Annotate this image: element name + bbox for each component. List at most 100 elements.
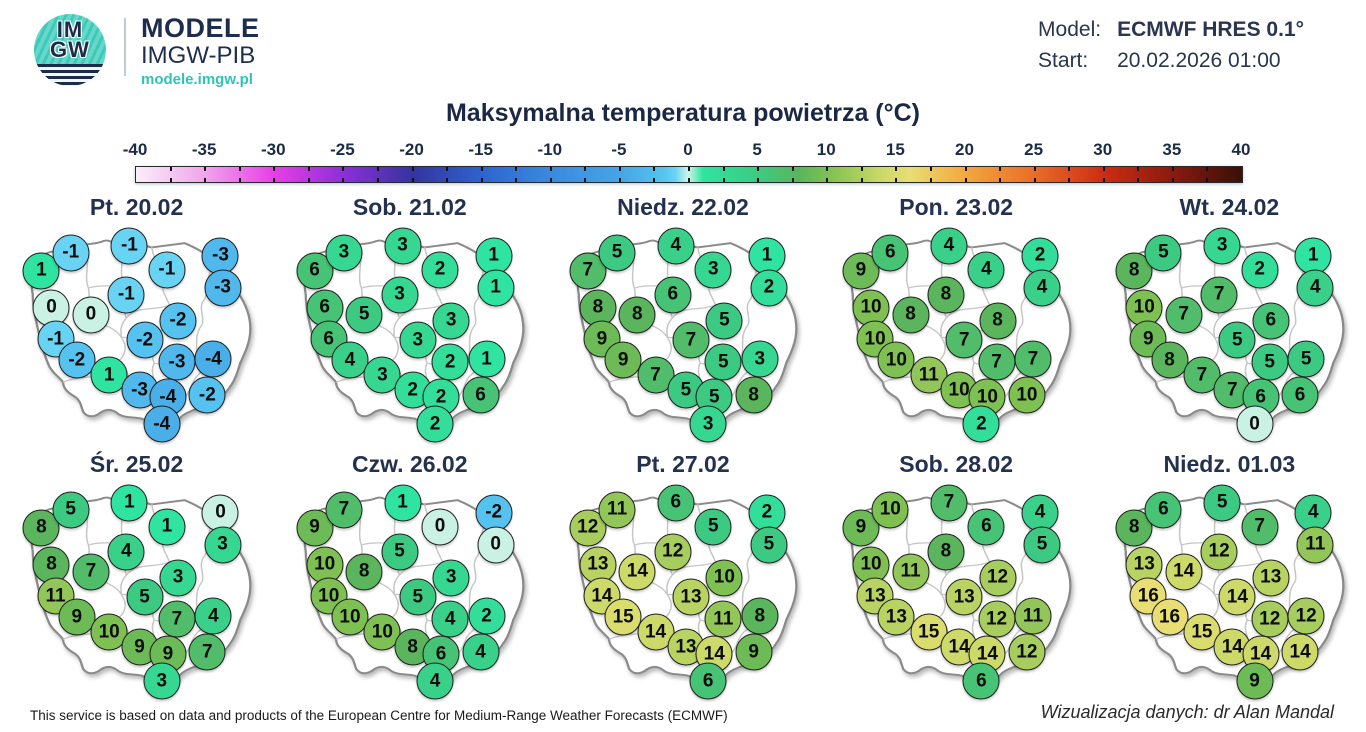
- brand-divider: [124, 18, 126, 76]
- temperature-value-koszalin: 6: [871, 234, 909, 272]
- temperature-value-lodz: 5: [399, 578, 437, 616]
- model-value: ECMWF HRES 0.1°: [1117, 18, 1304, 41]
- temperature-value-lublin: -4: [194, 340, 232, 378]
- colorbar-tick-mark: [342, 167, 345, 171]
- map-day-title: Niedz. 01.03: [1163, 451, 1296, 477]
- logo-text-top: IM: [56, 17, 84, 42]
- temperature-value-koszalin: 3: [325, 234, 363, 272]
- colorbar-tick-mark: [1137, 178, 1140, 182]
- colorbar-tick-mark: [618, 178, 621, 182]
- poland-map: 9 10 7 4 6 5 10 8 11 12 13 13 13 12 11 15 14 14 12 6: [830, 483, 1083, 700]
- temperature-value-gorzow: 8: [32, 546, 70, 584]
- model-info: Model: ECMWF HRES 0.1° Start: 20.02.2026…: [1038, 18, 1304, 73]
- colorbar-tick-mark: [1171, 167, 1174, 171]
- colorbar-tick-mark: [307, 167, 310, 171]
- colorbar-tick-mark: [342, 178, 345, 182]
- temperature-value-olsztyn: 2: [421, 251, 459, 289]
- brand-title: MODELE: [141, 13, 260, 43]
- temperature-value-wroclaw: 8: [1151, 341, 1189, 379]
- temperature-value-bialystok: 5: [750, 526, 788, 564]
- temperature-value-suwalki: 1: [748, 237, 786, 275]
- temperature-value-warszawa: 3: [159, 559, 197, 597]
- colorbar-tick-mark: [688, 178, 690, 182]
- temperature-value-zakopane: 2: [962, 405, 1000, 443]
- temperature-value-gorzow: 10: [852, 546, 890, 584]
- map-day-title: Pon. 23.02: [899, 194, 1014, 220]
- colorbar-tick-mark: [549, 178, 552, 182]
- temperature-value-bialystok: 4: [1023, 269, 1061, 307]
- temperature-value-koszalin: 5: [1144, 234, 1182, 272]
- temperature-value-poznan: 7: [72, 553, 110, 591]
- brand-url-link[interactable]: modele.imgw.pl: [141, 71, 253, 89]
- temperature-value-bydgoszcz: 3: [381, 276, 419, 314]
- colorbar-tick-mark: [860, 178, 863, 182]
- colorbar-tick-mark: [791, 178, 794, 182]
- map-day-title: Pt. 27.02: [636, 451, 730, 477]
- poland-map: 8 6 5 4 7 11 13 12 14 13 16 14 16 12 12 15 14 14 14 9: [1103, 483, 1356, 700]
- temperature-value-olsztyn: 1: [148, 508, 186, 546]
- temperature-value-lublin: 3: [741, 340, 779, 378]
- temperature-value-lodz: 3: [399, 321, 437, 359]
- temperature-value-lodz: 13: [945, 578, 983, 616]
- forecast-map-cell: Pon. 23.02: [820, 190, 1093, 447]
- colorbar-tick-mark: [204, 167, 207, 171]
- temperature-value-bialystok: 5: [1023, 526, 1061, 564]
- colorbar-tick-mark: [1137, 167, 1140, 171]
- colorbar-tick-mark: [1171, 178, 1174, 182]
- temperature-value-poznan: 5: [345, 296, 383, 334]
- start-value: 20.02.2026 01:00: [1117, 49, 1281, 72]
- temperature-value-lodz: 5: [1218, 321, 1256, 359]
- colorbar-tick-mark: [895, 167, 898, 171]
- temperature-value-katowice: 14: [1213, 628, 1251, 666]
- temperature-value-bialystok: 1: [477, 269, 515, 307]
- logo-water-stripes: [34, 64, 106, 86]
- temperature-value-poznan: 8: [345, 553, 383, 591]
- temperature-value-kielce: 5: [1251, 343, 1289, 381]
- temperature-value-gdansk: 7: [930, 484, 968, 522]
- colorbar-tick-mark: [446, 178, 449, 182]
- temperature-value-wroclaw: 10: [877, 341, 915, 379]
- temperature-value-olsztyn: 0: [421, 508, 459, 546]
- temperature-value-wroclaw: 16: [1151, 598, 1189, 636]
- colorbar-tick-label: 5: [752, 140, 762, 159]
- imgw-logo: IM GW: [28, 10, 114, 90]
- temperature-value-koszalin: 7: [325, 491, 363, 529]
- temperature-value-opole: 3: [363, 356, 401, 394]
- forecast-maps-grid: Pt. 20.02: [0, 190, 1366, 704]
- temperature-value-lodz: -2: [126, 321, 164, 359]
- temperature-value-warszawa: 6: [1252, 302, 1290, 340]
- temperature-value-suwalki: 1: [1294, 237, 1332, 275]
- colorbar-tick-mark: [515, 178, 518, 182]
- temperature-value-olsztyn: 4: [967, 251, 1005, 289]
- colorbar-tick-mark: [757, 178, 760, 182]
- map-day-title: Sob. 28.02: [899, 451, 1014, 477]
- temperature-value-wroclaw: 9: [58, 598, 96, 636]
- colorbar-tick-mark: [1206, 178, 1209, 182]
- temperature-value-suwalki: 4: [1021, 494, 1059, 532]
- forecast-map-cell: Czw. 26.02: [273, 447, 546, 704]
- colorbar-tick-label: -35: [191, 140, 217, 159]
- forecast-map-cell: Niedz. 22.02: [546, 190, 819, 447]
- temperature-value-gdansk: 3: [1203, 227, 1241, 265]
- temperature-value-kielce: 12: [1251, 600, 1289, 638]
- temperature-value-olsztyn: 7: [1241, 508, 1279, 546]
- temperature-value-lublin: 11: [1014, 597, 1052, 635]
- temperature-value-koszalin: 5: [52, 491, 90, 529]
- colorbar-tick-mark: [204, 178, 207, 182]
- temperature-value-olsztyn: 2: [1241, 251, 1279, 289]
- temperature-value-warszawa: 8: [979, 302, 1017, 340]
- map-day-title: Niedz. 22.02: [617, 194, 749, 220]
- map-day-title: Czw. 26.02: [352, 451, 468, 477]
- start-label: Start:: [1038, 49, 1089, 72]
- temperature-value-poznan: 11: [892, 553, 930, 591]
- colorbar-tick-mark: [584, 167, 587, 171]
- colorbar-tick-mark: [826, 167, 829, 171]
- temperature-value-gorzow: 13: [1125, 546, 1163, 584]
- temperature-value-bydgoszcz: 12: [1200, 533, 1238, 571]
- temperature-value-bialystok: 11: [1296, 526, 1334, 564]
- temperature-value-koszalin: 6: [1144, 491, 1182, 529]
- temperature-value-zakopane: 6: [689, 662, 727, 700]
- temperature-value-rzeszow: 12: [1008, 633, 1046, 671]
